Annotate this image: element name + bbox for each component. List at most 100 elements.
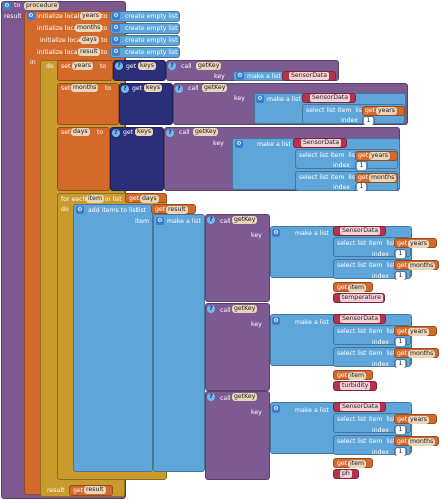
help-icon[interactable]: ?	[166, 129, 174, 137]
sensor-data-text[interactable]: SensorData	[340, 315, 380, 323]
gear-icon[interactable]: ⚙	[3, 2, 11, 10]
key-label: key	[251, 321, 262, 328]
var-months[interactable]: months	[408, 262, 436, 270]
help-icon[interactable]: ?	[115, 62, 123, 70]
var-months[interactable]: months	[408, 350, 436, 358]
set-years-block[interactable]	[57, 60, 113, 81]
gear-icon[interactable]: ⚙	[112, 36, 120, 44]
call-getkey-turbidity[interactable]	[205, 303, 270, 391]
var-result[interactable]: result	[166, 206, 188, 214]
getkey-field[interactable]: getKey	[232, 305, 258, 313]
help-icon[interactable]: ?	[207, 216, 215, 224]
var-item[interactable]: item	[348, 460, 366, 468]
keys-block-days[interactable]	[110, 127, 164, 191]
temperature-text[interactable]: temperature	[340, 294, 383, 302]
init-var-result[interactable]: result	[78, 48, 100, 56]
var-years[interactable]: years	[72, 62, 94, 70]
getkey-field[interactable]: getKey	[232, 393, 258, 401]
index-number[interactable]: 1	[364, 117, 373, 125]
index-number[interactable]: 1	[396, 360, 405, 368]
var-years[interactable]: years	[408, 240, 430, 248]
call-getkey-temperature[interactable]	[205, 214, 270, 302]
init-var-years[interactable]: years	[80, 12, 102, 20]
var-months[interactable]: months	[408, 438, 436, 446]
getkey-field[interactable]: getKey	[232, 216, 258, 224]
result-label: result	[47, 487, 65, 494]
index-number[interactable]: 1	[396, 272, 405, 280]
gear-icon[interactable]: ⚙	[27, 12, 35, 20]
ph-text[interactable]: ph	[340, 470, 352, 478]
turbidity-text[interactable]: turbidity	[340, 382, 371, 390]
index-number[interactable]: 1	[396, 338, 405, 346]
get-label: get	[397, 438, 408, 445]
call-label: call	[181, 63, 192, 70]
gear-icon[interactable]: ⚙	[256, 95, 264, 103]
call-label: call	[220, 395, 231, 402]
call-getkey-ph[interactable]	[205, 391, 270, 480]
var-years[interactable]: years	[408, 328, 430, 336]
set-days-block[interactable]	[57, 127, 110, 191]
var-item[interactable]: item	[86, 195, 104, 203]
sensor-data-text[interactable]: SensorData	[340, 403, 380, 411]
getkey-field[interactable]: getKey	[196, 62, 222, 70]
add-items-block[interactable]	[73, 204, 153, 472]
var-item[interactable]: item	[348, 372, 366, 380]
var-months[interactable]: months	[369, 174, 397, 182]
help-icon[interactable]: ?	[175, 85, 183, 93]
call-label: call	[220, 218, 231, 225]
keys-field[interactable]: keys	[144, 84, 163, 92]
var-years[interactable]: years	[376, 107, 398, 115]
var-years[interactable]: years	[408, 416, 430, 424]
gear-icon[interactable]: ⚙	[235, 140, 243, 148]
init-var-months[interactable]: months	[75, 24, 103, 32]
index-number[interactable]: 1	[396, 250, 405, 258]
sensor-data-text[interactable]: SensorData	[301, 139, 341, 147]
help-icon[interactable]: ?	[112, 129, 120, 137]
gear-icon[interactable]: ⚙	[272, 405, 280, 413]
make-a-list-block[interactable]	[153, 214, 205, 472]
set-label: set	[61, 129, 71, 136]
create-empty-list-block[interactable]	[110, 11, 180, 22]
help-icon[interactable]: ?	[121, 85, 129, 93]
init-label: initialize local	[37, 25, 80, 32]
create-empty-list-label: create empty list	[125, 13, 178, 20]
var-months[interactable]: months	[71, 84, 99, 92]
gear-icon[interactable]: ⚙	[76, 206, 84, 214]
gear-icon[interactable]: ⚙	[112, 24, 120, 32]
create-empty-list-block[interactable]	[110, 23, 180, 34]
init-to-label: to	[101, 49, 108, 56]
create-empty-list-block[interactable]	[110, 47, 180, 58]
var-days[interactable]: days	[140, 195, 159, 203]
gear-icon[interactable]: ⚙	[156, 217, 164, 225]
index-number[interactable]: 1	[396, 448, 405, 456]
var-item[interactable]: item	[348, 284, 366, 292]
create-empty-list-block[interactable]	[110, 35, 180, 46]
gear-icon[interactable]: ⚙	[112, 12, 120, 20]
init-var-days[interactable]: days	[80, 36, 99, 44]
index-number[interactable]: 1	[396, 426, 405, 434]
keys-field[interactable]: keys	[135, 128, 154, 136]
index-number[interactable]: 1	[357, 183, 366, 191]
gear-icon[interactable]: ⚙	[272, 229, 280, 237]
getkey-field[interactable]: getKey	[202, 84, 228, 92]
gear-icon[interactable]: ⚙	[236, 72, 244, 80]
key-label: key	[251, 232, 262, 239]
call-label: call	[179, 129, 190, 136]
keys-field[interactable]: keys	[138, 62, 157, 70]
get-label: get	[123, 129, 134, 136]
getkey-field[interactable]: getKey	[193, 128, 219, 136]
help-icon[interactable]: ?	[207, 393, 215, 401]
var-years[interactable]: years	[369, 152, 391, 160]
procedure-name-field[interactable]: procedure	[24, 2, 60, 10]
help-icon[interactable]: ?	[207, 305, 215, 313]
var-days[interactable]: days	[71, 128, 90, 136]
gear-icon[interactable]: ⚙	[112, 48, 120, 56]
help-icon[interactable]: ?	[168, 62, 176, 70]
sensor-data-text[interactable]: SensorData	[289, 72, 329, 80]
index-label: index	[372, 449, 389, 456]
gear-icon[interactable]: ⚙	[272, 317, 280, 325]
index-number[interactable]: 1	[357, 162, 366, 170]
sensor-data-text[interactable]: SensorData	[340, 227, 380, 235]
sensor-data-text[interactable]: SensorData	[310, 94, 350, 102]
var-result[interactable]: result	[84, 486, 106, 494]
